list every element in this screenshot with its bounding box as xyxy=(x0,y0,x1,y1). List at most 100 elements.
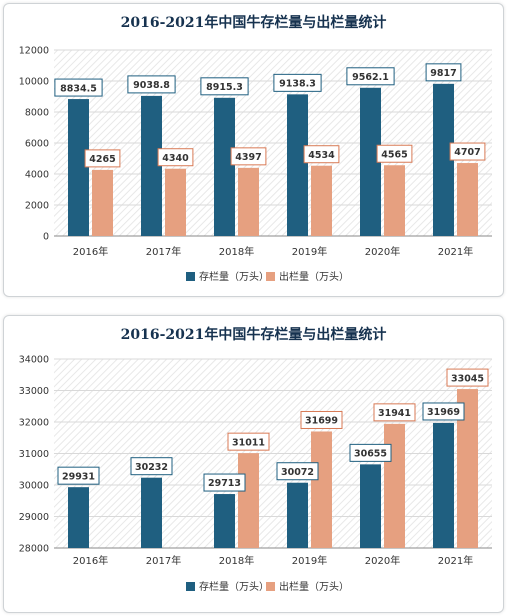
data-label-box-output xyxy=(227,432,270,451)
data-label-stock: 9138.3 xyxy=(279,79,316,90)
data-label-box-stock xyxy=(130,457,173,476)
data-label-stock: 9562.1 xyxy=(352,72,389,83)
x-tick-label: 2020年 xyxy=(365,554,400,567)
y-tick-label: 33000 xyxy=(19,386,49,397)
chart-1: 2016-2021年中国牛存栏量与出栏量统计 0 2000 4000 6000 8000 1… xyxy=(19,14,492,283)
data-label-box-output xyxy=(303,145,340,164)
data-label-box-output xyxy=(449,142,486,161)
x-tick-label: 2017年 xyxy=(146,554,181,567)
legend-label-stock: 存栏量（万头） xyxy=(199,580,269,593)
legend-label-stock: 存栏量（万头） xyxy=(199,270,269,283)
data-label-output: 31011 xyxy=(232,437,265,448)
chart-title: 2016-2021年中国牛存栏量与出栏量统计 xyxy=(121,326,387,343)
y-tick-label: 12000 xyxy=(19,46,49,57)
y-tick-label: 32000 xyxy=(19,418,49,429)
data-label-stock: 31969 xyxy=(427,407,460,418)
data-label-box-output xyxy=(373,403,416,422)
data-label-box-stock xyxy=(276,462,319,481)
bar-stock xyxy=(360,464,381,548)
data-label-output: 4565 xyxy=(381,149,407,160)
x-tick-label: 2016年 xyxy=(73,245,108,258)
data-label-stock: 8915.3 xyxy=(206,82,243,93)
y-tick-label: 4000 xyxy=(25,170,49,181)
data-label-box-output xyxy=(157,148,194,167)
y-tick-label: 0 xyxy=(43,232,49,243)
bar-stock xyxy=(433,83,454,236)
bar-stock xyxy=(214,97,235,236)
data-label-output: 31941 xyxy=(378,408,411,419)
bar-output xyxy=(311,165,332,236)
x-tick-label: 2016年 xyxy=(73,554,108,567)
bar-output xyxy=(92,169,113,236)
chart-panel-2: 2016-2021年中国牛存栏量与出栏量统计 28000 29000 30000 310… xyxy=(3,315,504,613)
bar-output xyxy=(457,389,478,548)
bar-output xyxy=(457,163,478,236)
legend-swatch-stock xyxy=(186,582,195,591)
data-label-box-stock xyxy=(54,78,103,97)
data-label-stock: 30232 xyxy=(135,462,168,473)
y-tick-label: 8000 xyxy=(25,108,49,119)
bar-output xyxy=(384,423,405,548)
bar-stock xyxy=(214,494,235,548)
data-label-stock: 30655 xyxy=(354,449,387,460)
chart-panel-1: 2016-2021年中国牛存栏量与出栏量统计 0 2000 4000 6000 8000 1… xyxy=(3,3,504,297)
data-label-box-output xyxy=(376,144,413,163)
x-tick-label: 2019年 xyxy=(292,245,327,258)
x-tick-label: 2020年 xyxy=(365,245,400,258)
x-tick-label: 2019年 xyxy=(292,554,327,567)
y-tick-label: 29000 xyxy=(19,512,49,523)
data-label-stock: 30072 xyxy=(281,467,314,478)
bar-stock xyxy=(287,482,308,548)
x-tick-label: 2018年 xyxy=(219,554,254,567)
data-label-output: 4265 xyxy=(89,154,115,165)
bar-stock xyxy=(433,422,454,548)
data-label-box-stock xyxy=(349,443,392,462)
data-label-stock: 29713 xyxy=(208,478,241,489)
data-label-stock: 9038.8 xyxy=(133,80,170,91)
legend-swatch-output xyxy=(266,582,275,591)
bar-output xyxy=(384,165,405,236)
bar-stock xyxy=(360,87,381,237)
bar-stock xyxy=(141,477,162,548)
y-tick-label: 30000 xyxy=(19,481,49,492)
data-label-stock: 8834.5 xyxy=(60,83,97,94)
x-tick-label: 2017年 xyxy=(146,245,181,258)
legend-swatch-stock xyxy=(186,272,195,281)
data-label-output: 4707 xyxy=(454,147,480,158)
data-label-box-output xyxy=(230,147,267,166)
x-tick-label: 2021年 xyxy=(438,245,473,258)
y-tick-label: 28000 xyxy=(19,544,49,555)
y-tick-label: 31000 xyxy=(19,449,49,460)
data-label-output: 33045 xyxy=(451,373,484,384)
chart-2: 2016-2021年中国牛存栏量与出栏量统计 28000 29000 30000 310… xyxy=(19,326,492,593)
data-label-box-stock xyxy=(425,63,462,82)
legend-label-output: 出栏量（万头） xyxy=(279,580,349,593)
y-tick-label: 6000 xyxy=(25,139,49,150)
data-label-stock: 9817 xyxy=(430,68,456,79)
y-tick-label: 10000 xyxy=(19,77,49,88)
bar-stock xyxy=(287,94,308,236)
data-label-box-stock xyxy=(127,75,176,94)
y-tick-label: 2000 xyxy=(25,201,49,212)
data-label-output: 4534 xyxy=(308,150,335,161)
data-label-output: 31699 xyxy=(305,416,338,427)
y-tick-label: 34000 xyxy=(19,355,49,366)
legend-label-output: 出栏量（万头） xyxy=(279,270,349,283)
bar-output xyxy=(238,453,259,548)
data-label-box-output xyxy=(84,149,121,168)
bar-output xyxy=(238,167,259,236)
data-label-output: 4397 xyxy=(235,152,261,163)
data-label-box-stock xyxy=(422,402,465,421)
x-tick-label: 2018年 xyxy=(219,245,254,258)
data-label-box-stock xyxy=(57,466,100,485)
bar-stock xyxy=(141,95,162,237)
bar-stock xyxy=(68,99,89,236)
bar-output xyxy=(311,431,332,548)
data-label-box-stock xyxy=(200,77,249,96)
legend-swatch-output xyxy=(266,272,275,281)
data-label-box-stock xyxy=(273,73,322,92)
data-label-box-output xyxy=(300,410,343,429)
bar-stock xyxy=(68,487,89,548)
bar-output xyxy=(165,168,186,236)
data-label-box-stock xyxy=(203,473,246,492)
